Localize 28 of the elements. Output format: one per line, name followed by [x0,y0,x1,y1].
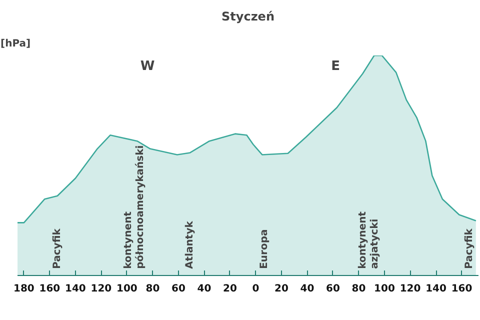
x-tick-label: 160 [451,284,472,294]
x-tick-label: 160 [39,284,60,294]
x-tick-label: 120 [90,284,112,294]
x-tick-label: 100 [374,284,395,294]
x-tick-label: 140 [65,284,86,294]
annotation: Pacyfik [52,228,63,269]
x-tick-label: 100 [116,284,138,294]
x-tick-label: 120 [400,284,421,294]
y-axis-title: [hPa] [0,38,31,50]
x-tick-label: 0 [252,284,260,294]
annotation: E [331,59,340,74]
x-tick-label: 40 [197,284,212,294]
annotation: Europa [259,229,270,269]
x-tick-label: 20 [223,284,237,294]
annotation: Pacyfik [464,228,475,269]
annotation: Atlantyk [184,220,196,269]
x-tick-label: 60 [172,284,186,294]
x-tick-label: 20 [274,284,288,294]
annotation: W [140,59,155,74]
x-tick-label: 180 [14,284,34,294]
annotation: kontynent azjatycki [358,211,381,269]
x-tick-label: 60 [326,284,340,294]
annotation: kontynent północnoamerykański [123,145,146,269]
x-tick-label: 80 [352,284,366,294]
x-tick-label: 140 [426,284,446,294]
x-tick-label: 80 [146,284,160,294]
x-tick-label: 40 [300,284,314,294]
chart-title: Styczeń [222,10,274,24]
